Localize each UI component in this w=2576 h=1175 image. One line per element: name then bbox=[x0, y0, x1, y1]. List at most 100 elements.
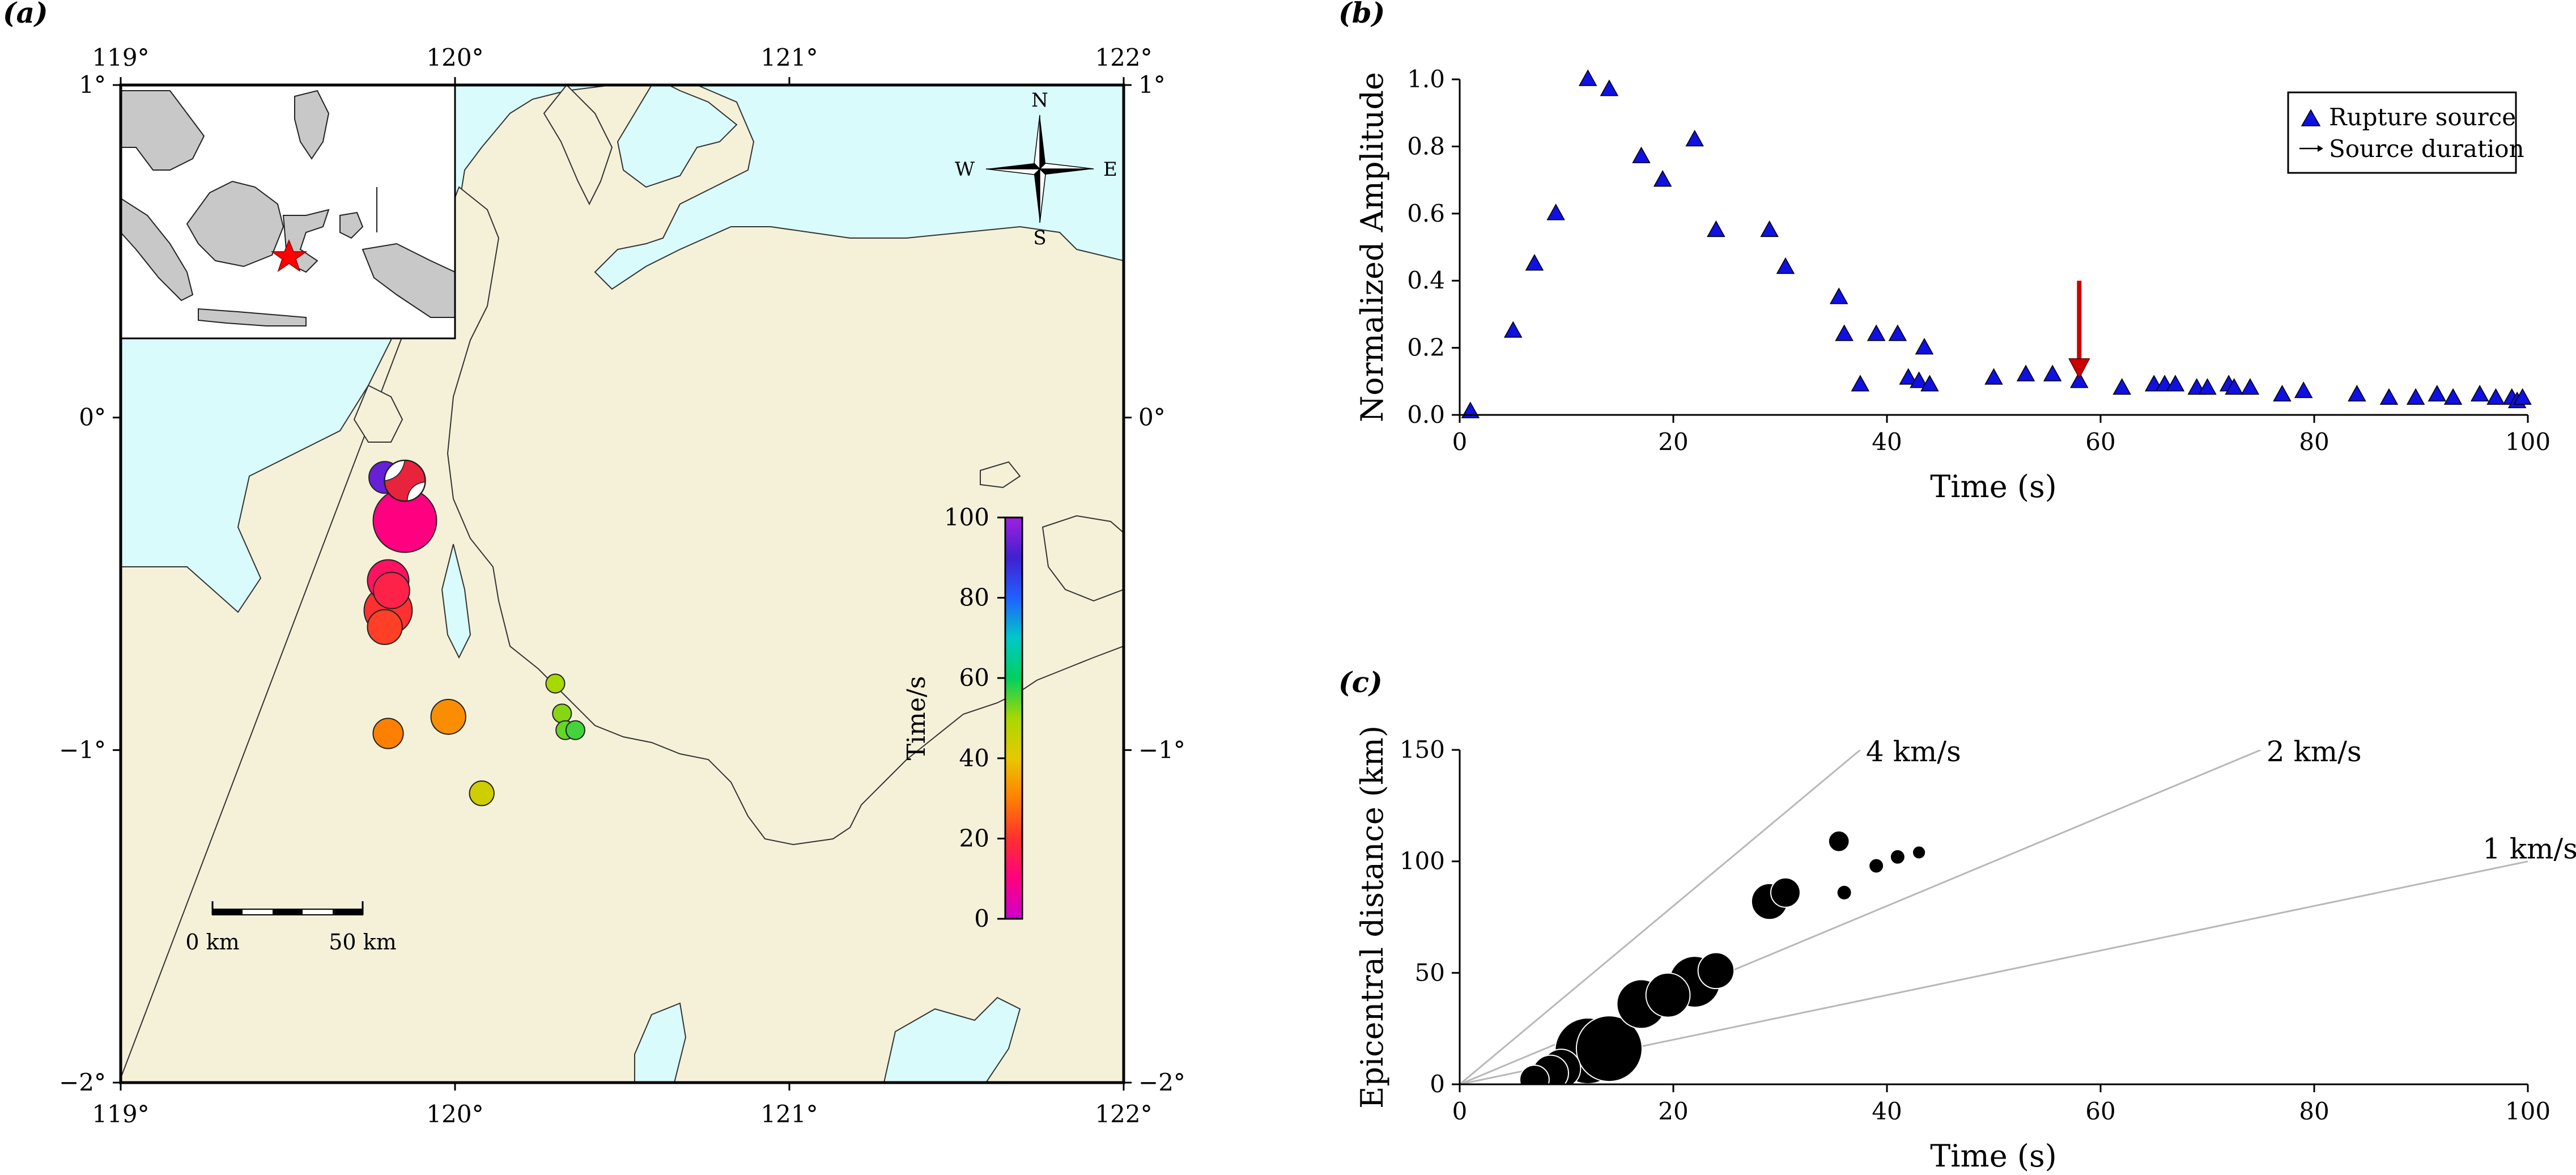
scale-bar-label-start: 0 km bbox=[185, 930, 239, 955]
distance-xtick-label: 80 bbox=[2299, 1097, 2329, 1125]
rupture-source-point bbox=[2225, 378, 2243, 395]
panel-label-a: (a) bbox=[3, 0, 48, 29]
rupture-source-point bbox=[1829, 287, 1848, 304]
map-lon-tick-top: 122° bbox=[1095, 44, 1152, 71]
colorbar-tick-label: 100 bbox=[944, 503, 989, 531]
amplitude-ylabel: Normalized Amplitude bbox=[1354, 72, 1390, 422]
amplitude-xtick-label: 80 bbox=[2299, 428, 2329, 456]
map-lat-tick-right: 0° bbox=[1138, 404, 1166, 431]
inset-map bbox=[120, 84, 456, 340]
scale-bar-label-end: 50 km bbox=[329, 930, 397, 955]
map-lat-tick-left: −1° bbox=[59, 736, 106, 763]
colorbar-tick-label: 60 bbox=[959, 664, 989, 692]
map-bay bbox=[634, 1002, 687, 1083]
map-lon-tick-top: 120° bbox=[426, 44, 483, 71]
amplitude-xtick-label: 60 bbox=[2085, 428, 2115, 456]
rupture-source-point bbox=[1685, 130, 1704, 147]
distance-axis-ticks: 0 20 40 60 80 100 0 50 100 150 bbox=[1400, 736, 2551, 1125]
map-axis-ticks: 119°119°120°120°121°121°122°122°1° 1°0° 0°… bbox=[59, 44, 1185, 1128]
distance-ytick-label: 100 bbox=[1400, 847, 1445, 875]
rupture-source-point bbox=[1707, 220, 1725, 237]
rupture-source-point bbox=[1910, 371, 1928, 388]
rupture-source-point bbox=[1776, 257, 1795, 274]
distance-point bbox=[1645, 972, 1691, 1018]
amplitude-xtick-label: 0 bbox=[1452, 428, 1468, 456]
compass-rose-icon: N S W E bbox=[955, 89, 1117, 249]
map-lat-tick-left: 0° bbox=[79, 404, 106, 431]
velocity-line-label: 4 km/s bbox=[1866, 735, 1961, 768]
amplitude-ytick-label: 0.4 bbox=[1407, 266, 1445, 294]
rupture-source-point bbox=[2070, 371, 2089, 388]
map-lon-tick-bottom: 119° bbox=[92, 1100, 149, 1128]
velocity-line-labels: 4 km/s 2 km/s 1 km/s bbox=[1866, 735, 2576, 866]
map-lon-tick-bottom: 120° bbox=[426, 1100, 483, 1128]
colorbar-gradient bbox=[1004, 516, 1023, 920]
map-bay-2 bbox=[883, 996, 1021, 1083]
rupture-source-point bbox=[2294, 381, 2313, 398]
map-source-circle bbox=[565, 720, 585, 740]
scale-bar: 0 km 50 km bbox=[185, 901, 397, 955]
rupture-source-point bbox=[1867, 324, 1886, 341]
distance-point bbox=[1575, 1015, 1643, 1083]
map-bay-palu bbox=[441, 544, 471, 659]
rupture-source-point bbox=[2406, 388, 2425, 405]
map-frame bbox=[119, 83, 1125, 1084]
distance-ylabel: Epicentral distance (km) bbox=[1354, 726, 1390, 1109]
map-source-circle bbox=[469, 780, 495, 807]
rupture-source-point bbox=[1578, 69, 1597, 86]
amplitude-ytick-label: 0.6 bbox=[1407, 200, 1445, 227]
rupture-source-point bbox=[2428, 384, 2447, 402]
compass-s: S bbox=[1033, 227, 1046, 249]
distance-point bbox=[1868, 858, 1885, 874]
distance-ytick-label: 150 bbox=[1400, 736, 1445, 763]
distance-point bbox=[1519, 1064, 1550, 1084]
amplitude-axis-ticks: 0 20 40 60 80 100 0.0 0.2 0.4 0.6 0.8 1.0 bbox=[1407, 65, 2551, 456]
map-land-north bbox=[543, 85, 613, 206]
map-source-circle bbox=[545, 673, 566, 694]
amplitude-ytick-label: 0.8 bbox=[1407, 132, 1445, 160]
rupture-source-point bbox=[1851, 375, 1870, 392]
rupture-source-point bbox=[1503, 321, 1523, 338]
distance-xlabel: Time (s) bbox=[1930, 1138, 2056, 1174]
inset-land-borneo bbox=[186, 180, 284, 268]
rupture-source-point bbox=[2043, 364, 2062, 381]
distance-xtick-label: 100 bbox=[2505, 1097, 2551, 1125]
map-lon-tick-bottom: 122° bbox=[1095, 1100, 1152, 1128]
distance-point bbox=[1836, 884, 1852, 901]
distance-xtick-label: 20 bbox=[1658, 1097, 1688, 1125]
map-source-circle bbox=[372, 718, 404, 749]
legend-source-duration: Source duration bbox=[2329, 135, 2524, 163]
distance-point bbox=[1697, 952, 1735, 990]
inset-land-philippines bbox=[294, 90, 330, 160]
legend-rupture-source: Rupture source bbox=[2329, 103, 2516, 131]
rupture-source-point bbox=[1525, 254, 1544, 271]
inset-land-islands bbox=[339, 211, 364, 239]
rupture-source-point bbox=[1461, 401, 1480, 418]
compass-n: N bbox=[1031, 89, 1048, 112]
amplitude-ytick-label: 0.0 bbox=[1407, 401, 1445, 429]
inset-land-papua bbox=[362, 243, 455, 318]
panel-label-b: (b) bbox=[1338, 0, 1385, 29]
map-island bbox=[1042, 515, 1124, 602]
map-lat-tick-right: 1° bbox=[1138, 71, 1166, 99]
distance-points bbox=[1519, 830, 1927, 1084]
map-lat-tick-left: −2° bbox=[59, 1068, 106, 1096]
rupture-source-point bbox=[1915, 338, 1934, 355]
colorbar-tick-label: 80 bbox=[959, 584, 989, 612]
distance-chart: 0 20 40 60 80 100 0 50 100 150 4 km/s 2 km/s 1 km/s… bbox=[1354, 726, 2576, 1174]
rupture-source-point bbox=[1546, 203, 1565, 220]
rupture-source-point bbox=[2241, 378, 2260, 395]
distance-point bbox=[1911, 845, 1927, 860]
map-source-circle bbox=[430, 698, 466, 735]
rupture-source-point bbox=[1632, 146, 1651, 163]
map-lon-tick-bottom: 121° bbox=[760, 1100, 818, 1128]
rupture-source-point bbox=[1600, 79, 1619, 96]
rupture-source-point bbox=[1653, 170, 1672, 187]
amplitude-xtick-label: 40 bbox=[1872, 428, 1902, 456]
rupture-source-point bbox=[2198, 378, 2217, 395]
source-duration-arrow bbox=[2068, 281, 2090, 379]
rupture-source-point bbox=[2486, 388, 2505, 405]
colorbar: 0 20 40 60 80 100 Time/s bbox=[902, 503, 1023, 932]
amplitude-legend: Rupture source Source duration bbox=[2287, 91, 2524, 174]
